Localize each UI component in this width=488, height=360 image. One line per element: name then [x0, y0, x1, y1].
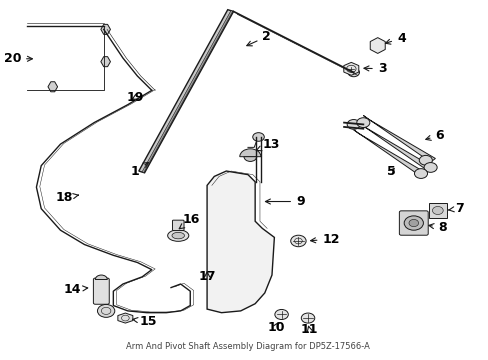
Polygon shape	[48, 82, 58, 92]
FancyBboxPatch shape	[428, 203, 446, 218]
Text: 19: 19	[126, 91, 144, 104]
FancyBboxPatch shape	[399, 211, 427, 235]
Circle shape	[97, 305, 115, 318]
Text: 14: 14	[63, 283, 87, 296]
Text: 15: 15	[132, 315, 157, 328]
Polygon shape	[142, 11, 232, 172]
Circle shape	[414, 169, 427, 179]
Text: 1: 1	[131, 162, 148, 177]
Text: 9: 9	[265, 195, 304, 208]
Polygon shape	[358, 123, 430, 169]
Polygon shape	[101, 57, 110, 67]
FancyBboxPatch shape	[93, 278, 109, 304]
FancyBboxPatch shape	[172, 220, 183, 230]
Text: 5: 5	[386, 165, 395, 177]
Polygon shape	[118, 313, 133, 323]
Polygon shape	[206, 171, 274, 313]
Circle shape	[431, 207, 442, 215]
Text: 10: 10	[266, 320, 284, 333]
Wedge shape	[239, 149, 261, 157]
Ellipse shape	[167, 230, 188, 241]
Text: 12: 12	[310, 233, 339, 246]
Circle shape	[346, 120, 360, 129]
Text: 18: 18	[55, 192, 78, 204]
Wedge shape	[244, 157, 256, 161]
Text: Arm And Pivot Shaft Assembly Diagram for DP5Z-17566-A: Arm And Pivot Shaft Assembly Diagram for…	[126, 342, 369, 351]
Text: 3: 3	[363, 62, 386, 75]
Circle shape	[423, 163, 436, 172]
Circle shape	[274, 310, 288, 319]
Text: 2: 2	[246, 30, 270, 46]
Circle shape	[290, 235, 305, 247]
Polygon shape	[343, 62, 358, 75]
Circle shape	[356, 118, 369, 127]
Circle shape	[408, 220, 418, 226]
Text: 20: 20	[3, 52, 32, 65]
Wedge shape	[95, 275, 107, 279]
Polygon shape	[363, 116, 434, 162]
Polygon shape	[369, 38, 385, 53]
Polygon shape	[353, 130, 425, 176]
Text: 6: 6	[425, 129, 443, 142]
Text: 13: 13	[256, 138, 279, 151]
Circle shape	[418, 156, 431, 165]
Polygon shape	[101, 24, 110, 35]
Text: 8: 8	[428, 221, 446, 234]
Circle shape	[347, 68, 359, 77]
Text: 4: 4	[385, 32, 405, 45]
Text: 7: 7	[448, 202, 463, 215]
Circle shape	[252, 133, 264, 141]
Circle shape	[404, 216, 423, 230]
Text: 17: 17	[198, 270, 216, 283]
Circle shape	[301, 313, 314, 323]
Ellipse shape	[172, 232, 184, 239]
Polygon shape	[139, 10, 233, 173]
Text: 16: 16	[179, 213, 200, 229]
Text: 11: 11	[300, 323, 318, 336]
